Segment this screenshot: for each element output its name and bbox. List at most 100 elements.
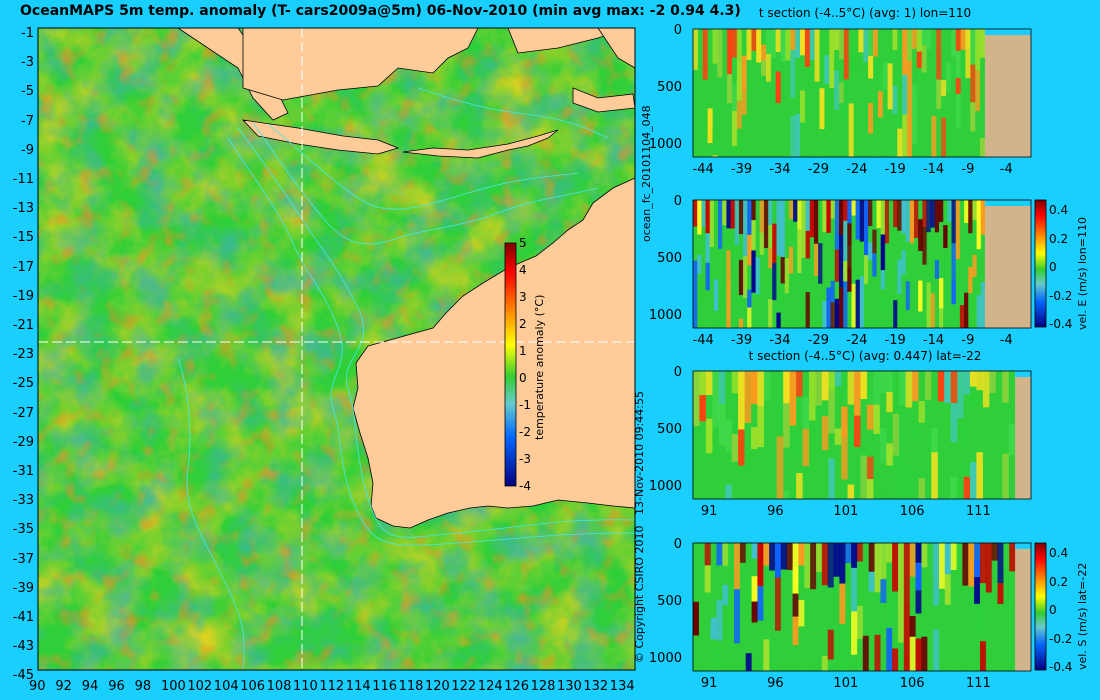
section-cell bbox=[912, 371, 919, 402]
section-cell bbox=[814, 81, 821, 130]
section-cell bbox=[905, 371, 913, 408]
section-cell bbox=[968, 313, 973, 328]
section-cell bbox=[848, 55, 855, 104]
section-cell bbox=[834, 444, 842, 499]
section-cell bbox=[985, 543, 993, 593]
section-cell bbox=[941, 96, 947, 118]
section-cell bbox=[874, 592, 881, 635]
colorbar-tick-label: -2 bbox=[519, 425, 531, 439]
section-cell bbox=[790, 97, 796, 116]
section-cell bbox=[974, 577, 981, 604]
section-x-tick-label: 111 bbox=[965, 504, 991, 519]
section-cell bbox=[828, 433, 836, 459]
section-cell bbox=[712, 371, 720, 397]
section-cell bbox=[699, 395, 707, 422]
section-cell bbox=[950, 128, 957, 157]
section-cell bbox=[819, 88, 825, 130]
section-y-tick-label: 0 bbox=[673, 537, 682, 552]
section-cell bbox=[763, 282, 769, 328]
section-cell bbox=[897, 65, 903, 91]
section-cell bbox=[802, 466, 810, 499]
section-cell bbox=[821, 655, 829, 671]
section-cell bbox=[848, 29, 855, 56]
section-cell bbox=[860, 399, 868, 436]
section-cell bbox=[866, 371, 874, 405]
section-y-tick-label: 500 bbox=[657, 594, 682, 609]
section-cell bbox=[712, 397, 720, 428]
section-cell bbox=[839, 82, 845, 103]
section-cell bbox=[872, 200, 878, 230]
section-cell bbox=[866, 429, 874, 457]
section-cell bbox=[936, 109, 942, 157]
section-cell bbox=[847, 429, 855, 449]
section-cell bbox=[868, 78, 874, 103]
section-cell bbox=[873, 56, 879, 87]
section-cell bbox=[851, 654, 858, 671]
section-cell bbox=[854, 415, 861, 447]
section-cell bbox=[874, 634, 881, 671]
section-cell bbox=[751, 543, 759, 559]
section-cell bbox=[785, 100, 791, 143]
section-cell bbox=[788, 200, 794, 220]
section-cell bbox=[795, 57, 801, 80]
section-cell bbox=[702, 121, 709, 157]
section-cell bbox=[959, 200, 965, 221]
section-cell bbox=[980, 282, 986, 328]
section-cell bbox=[970, 29, 976, 65]
section-cell bbox=[933, 629, 940, 671]
section-cell bbox=[822, 301, 828, 328]
section-cell bbox=[997, 603, 1004, 634]
section-cell bbox=[805, 292, 811, 327]
section-cell bbox=[775, 29, 782, 53]
section-cell bbox=[972, 220, 978, 255]
section-cell bbox=[810, 637, 817, 671]
section-cell bbox=[710, 617, 718, 640]
section-cell bbox=[880, 289, 886, 316]
section-cell bbox=[905, 310, 911, 328]
section-cell bbox=[718, 445, 726, 499]
section-x-tick-label: 106 bbox=[899, 676, 925, 691]
section-cell bbox=[912, 463, 919, 499]
section-cell bbox=[738, 371, 746, 430]
section-cell bbox=[976, 249, 982, 296]
section-cell bbox=[877, 29, 884, 49]
section-cell bbox=[955, 94, 962, 128]
section-cell bbox=[847, 404, 855, 430]
section-cell bbox=[947, 200, 953, 222]
section-cell bbox=[839, 583, 846, 624]
nusa-tenggara-islands bbox=[402, 129, 559, 159]
section-cell bbox=[855, 200, 861, 240]
section-cell bbox=[899, 371, 907, 406]
section-cell bbox=[798, 583, 805, 600]
section-cell bbox=[810, 543, 817, 590]
section-cell bbox=[970, 102, 976, 132]
section-cell bbox=[827, 587, 835, 630]
section-cell bbox=[972, 254, 978, 278]
section-cell bbox=[821, 585, 829, 621]
section-cell bbox=[863, 112, 869, 128]
section-cell bbox=[975, 70, 981, 112]
section-cell bbox=[730, 228, 736, 271]
section-cell bbox=[697, 100, 704, 157]
section-cell bbox=[780, 283, 786, 328]
section-cell bbox=[926, 29, 932, 50]
section-cell bbox=[889, 200, 894, 229]
section-cell bbox=[886, 412, 894, 444]
section-x-tick-label: -9 bbox=[961, 333, 975, 348]
section-cell bbox=[955, 259, 961, 319]
section-cell bbox=[909, 543, 917, 577]
section-cell bbox=[736, 29, 743, 62]
section-y-tick-label: 500 bbox=[657, 422, 682, 437]
section-y-tick-label: 0 bbox=[673, 23, 682, 38]
section-cell bbox=[880, 234, 886, 271]
section-cell bbox=[887, 63, 894, 110]
section-cell bbox=[915, 562, 922, 591]
section-cell bbox=[722, 200, 727, 226]
section-cell bbox=[793, 293, 798, 328]
velocity-colorbar-tick-label: -0.4 bbox=[1049, 660, 1073, 674]
section-cell bbox=[859, 200, 865, 242]
section-cell bbox=[921, 29, 928, 46]
section-cell bbox=[926, 131, 932, 157]
section-cell bbox=[857, 561, 864, 588]
section-cell bbox=[824, 29, 830, 56]
